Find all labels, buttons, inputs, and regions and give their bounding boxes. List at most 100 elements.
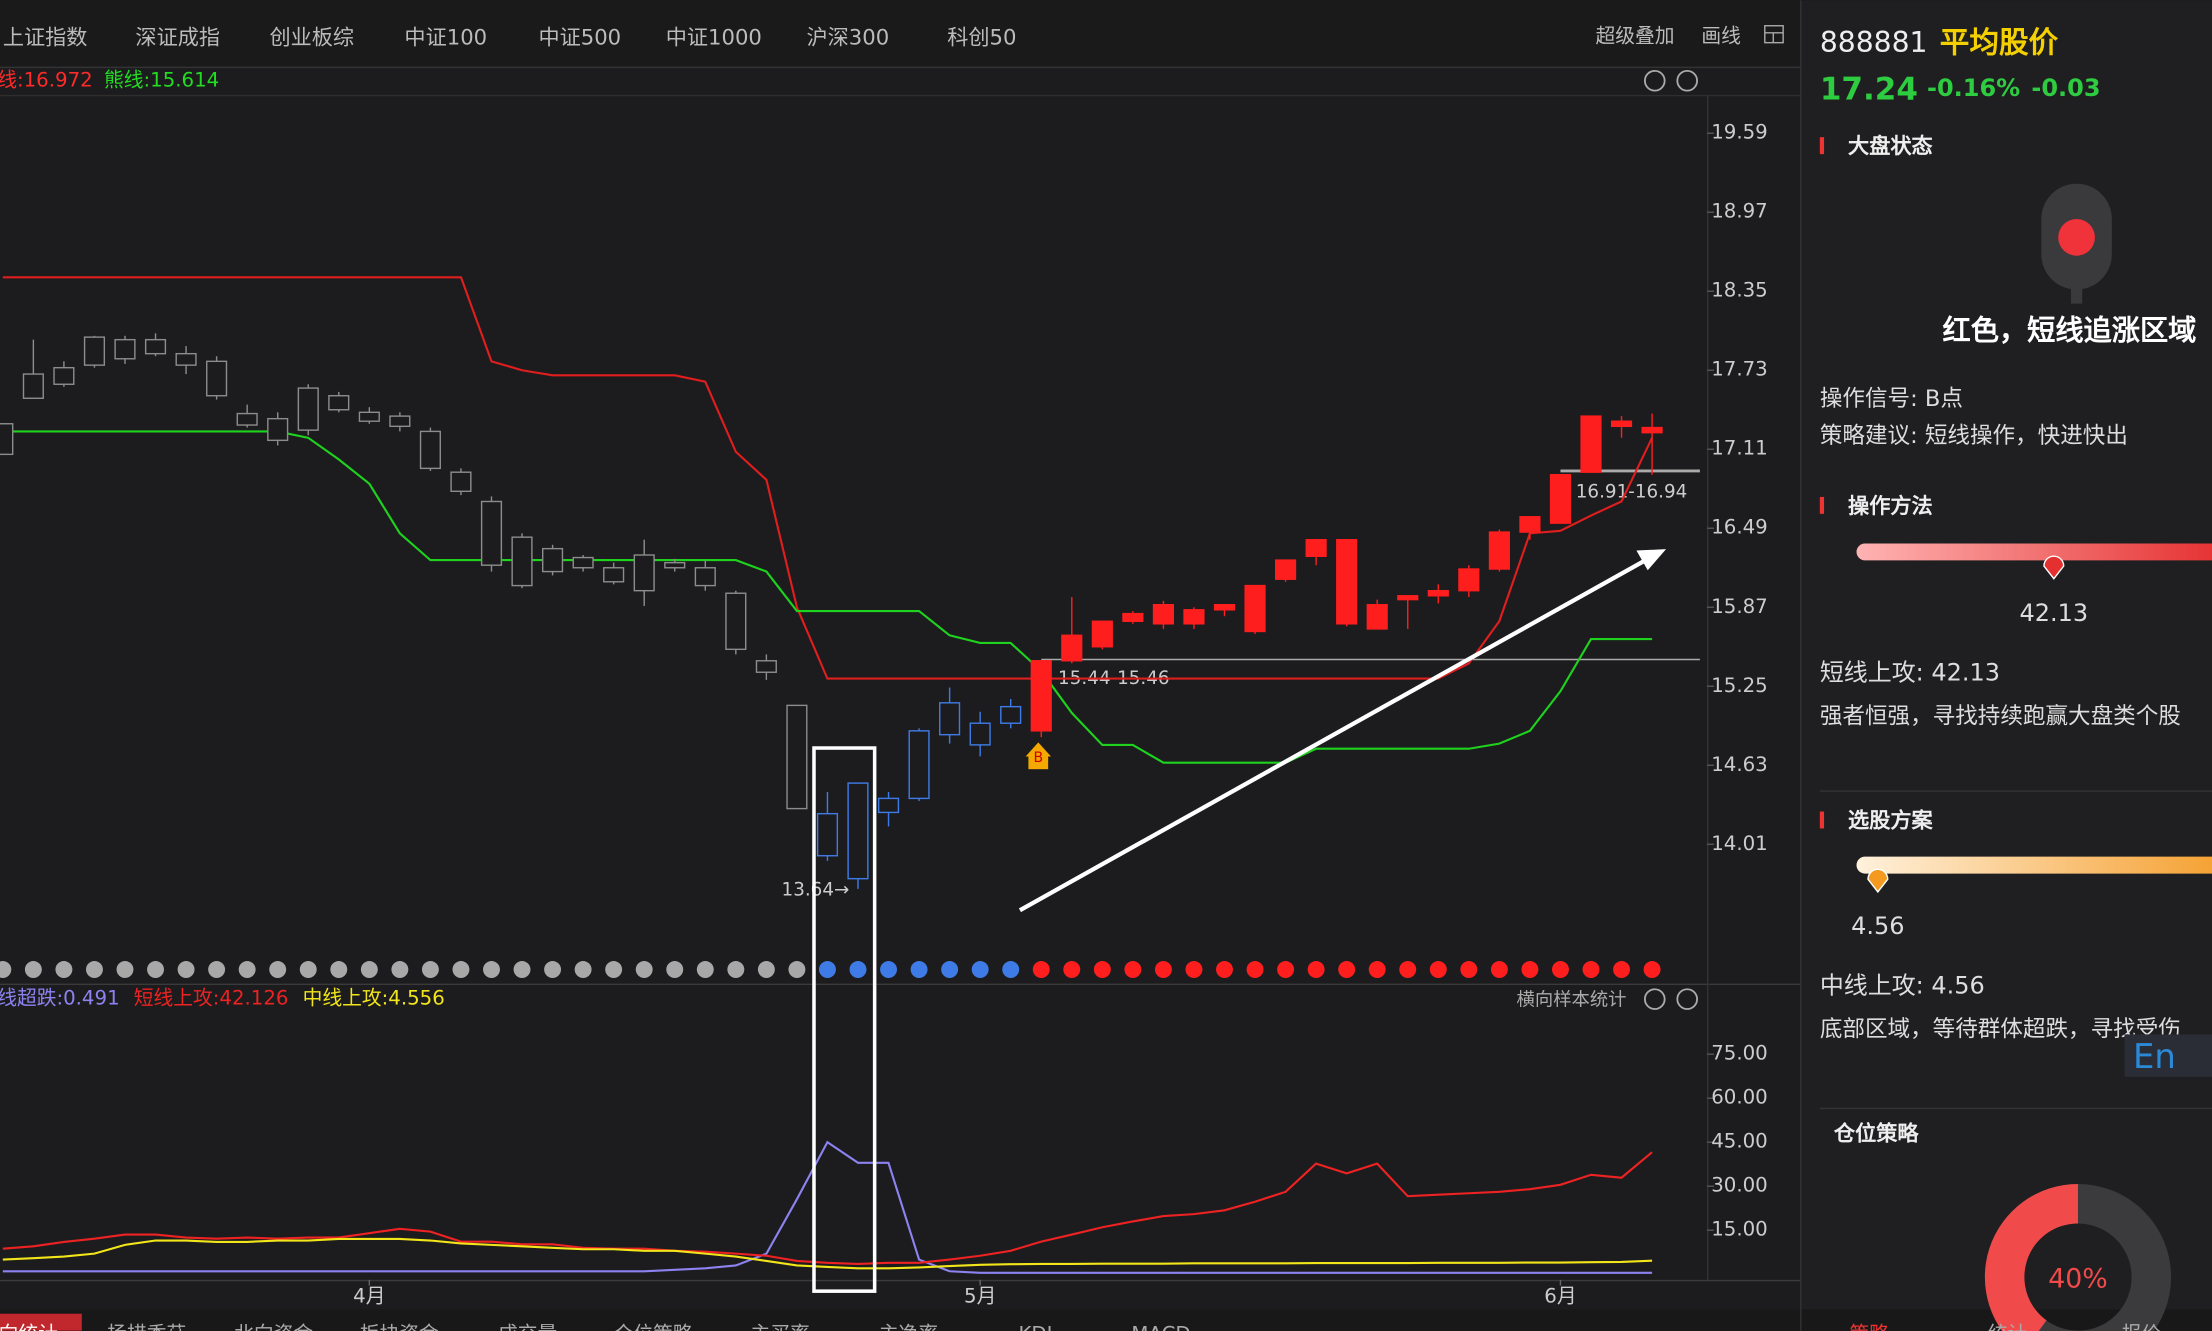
x-tick-label: 4月 — [353, 1284, 385, 1307]
candle-body — [267, 417, 289, 442]
signal-dot — [1154, 961, 1172, 978]
section-mark — [1819, 137, 1825, 155]
gauge-desc: 底部区域，等待群体超跌，寻找受伤 — [1820, 1017, 2181, 1043]
band-line — [2, 276, 1654, 680]
bottom-tab[interactable]: 成交量 — [498, 1322, 557, 1331]
candle-body — [297, 387, 319, 431]
tool[interactable]: 超级叠加 — [1596, 25, 1675, 48]
signal-dot — [1429, 961, 1447, 978]
signal-dot — [1002, 961, 1020, 978]
candle-body — [1336, 539, 1358, 625]
signal-dot — [696, 961, 714, 978]
signal-dot — [788, 961, 806, 978]
bottom-tab[interactable]: 向统计 — [0, 1322, 58, 1331]
candle-body — [1366, 604, 1388, 630]
signal-dot — [1307, 961, 1325, 978]
gauge-marker — [1867, 868, 1889, 894]
signal-dot — [757, 961, 775, 978]
indicator-line — [2, 1237, 1653, 1270]
candle-body — [1213, 604, 1236, 611]
icons[interactable] — [1643, 69, 1699, 1010]
gauge-value: 4.56 — [1851, 912, 1904, 940]
candle-body — [908, 730, 930, 800]
gauge-line: 短线上攻: 42.13 — [1820, 658, 2000, 686]
bottom-tab[interactable]: KDJ — [1018, 1322, 1052, 1331]
tool[interactable]: 横向样本统计 — [1517, 990, 1627, 1011]
candle-body — [1641, 426, 1663, 434]
candle-body — [1580, 415, 1602, 473]
bottom-tab[interactable]: 板块资金 — [360, 1322, 439, 1331]
headline: 红色，短线追涨区域 — [1943, 314, 2197, 347]
bottom-tab[interactable]: 仓位策略 — [614, 1322, 693, 1331]
index-tab[interactable]: 科创50 — [947, 24, 1016, 49]
candle-body — [1152, 604, 1174, 625]
panel-tab[interactable]: 统计 — [1988, 1322, 2028, 1331]
index-tab[interactable]: 中证100 — [404, 24, 487, 49]
candle-body — [144, 338, 167, 355]
y-tick-label: 14.63 — [1711, 753, 1768, 776]
candle-body — [1030, 660, 1052, 732]
signal-dot — [85, 961, 103, 978]
signal-dot — [421, 961, 439, 978]
y-tick-label: 16.49 — [1711, 516, 1768, 539]
index-tab[interactable]: 深证成指 — [135, 24, 220, 49]
gauge-marker — [2043, 555, 2065, 580]
candle-body — [0, 423, 14, 456]
section-title: 选股方案 — [1848, 807, 1933, 832]
candle-body — [1000, 705, 1022, 724]
candle-body — [1091, 620, 1113, 648]
candle-body — [1549, 474, 1572, 524]
candle-body — [1275, 559, 1297, 580]
signal-dot — [24, 961, 42, 978]
bottom-tab[interactable]: 主买率 — [750, 1322, 809, 1331]
index-tab[interactable]: 中证1000 — [666, 24, 762, 49]
section-mark — [1819, 811, 1825, 829]
bottom-tab[interactable]: MACD — [1131, 1322, 1190, 1331]
candle-body — [206, 360, 228, 397]
signal-dot — [818, 961, 836, 978]
panel-tab[interactable]: 报价 — [2122, 1322, 2162, 1331]
bottom-tab[interactable]: 主净率 — [879, 1322, 938, 1331]
tab-bar — [0, 0, 1801, 69]
candle-body — [969, 722, 991, 746]
candle-body — [786, 704, 808, 810]
panel-tab[interactable]: 策略 — [1849, 1322, 1889, 1331]
candle-body — [1122, 612, 1144, 622]
legend-entry: 中线上攻:4.556 — [303, 987, 445, 1010]
grid-icon[interactable] — [1764, 25, 1784, 44]
y-tick-label: 15.87 — [1711, 595, 1768, 618]
candle-body — [541, 547, 564, 573]
candle-body — [633, 554, 655, 592]
ime-box — [2124, 1034, 2212, 1077]
index-tab[interactable]: 中证500 — [538, 24, 621, 49]
bottom-tab-bar — [0, 1309, 1801, 1331]
signal: 操作信号: B点 — [1820, 386, 1963, 412]
signal-dot — [0, 961, 12, 978]
index-tab[interactable]: 沪深300 — [806, 24, 889, 49]
gauge-bar — [1856, 856, 2212, 874]
bottom-tab[interactable]: 北向资金 — [234, 1322, 313, 1331]
traffic-light — [2041, 183, 2112, 304]
candle-body — [511, 536, 533, 587]
advice: 策略建议: 短线操作，快进快出 — [1820, 423, 2128, 449]
legend-entry: 线超跌:0.491 — [0, 987, 120, 1010]
signal-dot — [849, 961, 867, 978]
y-tick-label: 60.00 — [1711, 1086, 1768, 1109]
signal-dot — [513, 961, 531, 978]
bottom-tab[interactable]: 扬措香菇 — [107, 1322, 186, 1331]
tool[interactable]: 画线 — [1701, 25, 1741, 48]
signal-dot — [1551, 961, 1569, 978]
signal-dot — [880, 961, 898, 978]
signal-dot — [1032, 961, 1050, 978]
donut-label: 40% — [2048, 1263, 2108, 1294]
change: -0.03 — [2031, 74, 2100, 102]
gauge-desc: 强者恒强，寻找持续跑赢大盘类个股 — [1820, 703, 2181, 729]
signal-dot — [177, 961, 195, 978]
y-tick-label: 14.01 — [1711, 832, 1768, 855]
x-tick-label: 5月 — [964, 1284, 996, 1307]
candle-body — [1244, 584, 1266, 633]
index-tab[interactable]: 创业板综 — [269, 24, 354, 49]
gauge-line: 中线上攻: 4.56 — [1820, 971, 1985, 999]
index-tab[interactable]: 上证指数 — [3, 24, 88, 49]
y-tick-label: 17.11 — [1711, 437, 1768, 460]
